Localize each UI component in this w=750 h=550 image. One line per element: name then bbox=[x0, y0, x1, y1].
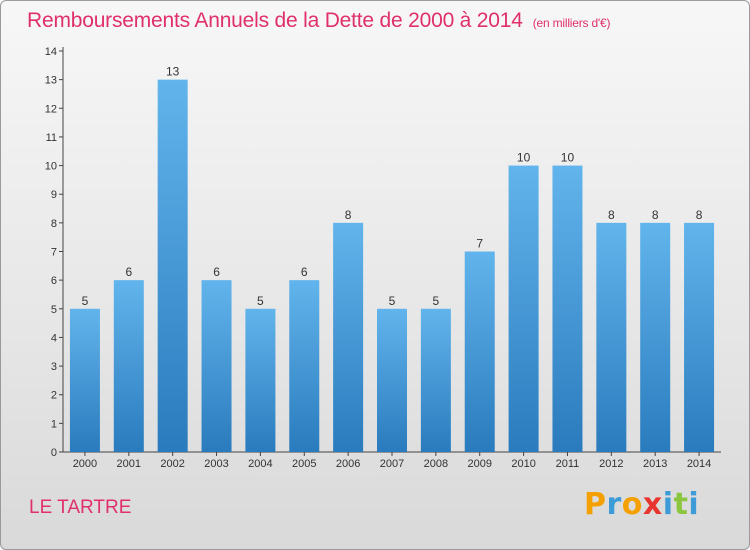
bar-value-label: 6 bbox=[125, 265, 132, 279]
bar bbox=[596, 222, 627, 452]
y-tick-label: 9 bbox=[51, 189, 57, 201]
x-tick-label: 2014 bbox=[687, 458, 711, 470]
bar bbox=[157, 79, 188, 453]
y-tick-label: 8 bbox=[51, 218, 57, 230]
bar-value-label: 5 bbox=[433, 294, 440, 308]
bar bbox=[464, 251, 495, 452]
bar-value-label: 8 bbox=[652, 208, 659, 222]
y-tick-label: 11 bbox=[46, 132, 57, 144]
y-tick-label: 5 bbox=[51, 304, 57, 316]
y-tick-label: 7 bbox=[51, 247, 57, 259]
chart-title: Remboursements Annuels de la Dette de 20… bbox=[27, 9, 610, 33]
y-tick-label: 14 bbox=[45, 46, 57, 58]
x-tick-label: 2005 bbox=[292, 458, 316, 470]
x-tick-label: 2003 bbox=[204, 458, 228, 470]
x-tick-label: 2011 bbox=[556, 458, 580, 470]
proxiti-logo: Proxiti bbox=[584, 487, 700, 522]
bar bbox=[420, 308, 451, 452]
y-tick-label: 13 bbox=[45, 75, 57, 87]
y-tick-label: 0 bbox=[51, 447, 57, 459]
bar-value-label: 5 bbox=[257, 294, 264, 308]
x-tick-label: 2006 bbox=[336, 458, 360, 470]
bar-value-label: 5 bbox=[389, 294, 396, 308]
x-tick-label: 2013 bbox=[643, 458, 667, 470]
x-tick-label: 2002 bbox=[160, 458, 184, 470]
bar bbox=[69, 308, 100, 452]
x-tick-label: 2001 bbox=[117, 458, 141, 470]
bar bbox=[640, 222, 671, 452]
bar-value-label: 10 bbox=[561, 151, 575, 165]
y-tick-label: 6 bbox=[51, 275, 57, 287]
y-tick-label: 4 bbox=[51, 332, 57, 344]
y-tick-label: 2 bbox=[51, 390, 57, 402]
x-tick-label: 2000 bbox=[73, 458, 97, 470]
commune-name: LE TARTRE bbox=[29, 497, 132, 518]
bar-value-label: 13 bbox=[166, 65, 180, 79]
y-tick-label: 3 bbox=[51, 361, 57, 373]
x-tick-label: 2010 bbox=[511, 458, 535, 470]
bar bbox=[377, 308, 407, 452]
bar bbox=[113, 280, 144, 452]
bar bbox=[245, 308, 276, 452]
bar-value-label: 7 bbox=[476, 237, 483, 251]
bar-value-label: 6 bbox=[301, 265, 308, 279]
x-tick-label: 2004 bbox=[248, 458, 272, 470]
bar bbox=[333, 222, 364, 452]
bar bbox=[508, 165, 539, 453]
bar-value-label: 8 bbox=[608, 208, 615, 222]
bar-value-label: 10 bbox=[517, 151, 531, 165]
bar-value-label: 6 bbox=[213, 265, 220, 279]
chart-title-text: Remboursements Annuels de la Dette de 20… bbox=[27, 9, 523, 32]
y-tick-label: 12 bbox=[45, 103, 57, 115]
chart-unit: (en milliers d'€) bbox=[532, 16, 611, 30]
bar bbox=[684, 222, 715, 452]
bar-value-label: 5 bbox=[82, 294, 89, 308]
bar bbox=[289, 280, 320, 452]
x-tick-label: 2007 bbox=[380, 458, 404, 470]
bar bbox=[201, 280, 232, 452]
x-tick-label: 2012 bbox=[599, 458, 623, 470]
x-tick-label: 2008 bbox=[424, 458, 448, 470]
y-tick-label: 1 bbox=[51, 418, 57, 430]
x-tick-label: 2009 bbox=[467, 458, 491, 470]
bar-value-label: 8 bbox=[696, 208, 703, 222]
bar bbox=[552, 165, 583, 453]
y-tick-label: 10 bbox=[45, 161, 57, 173]
bar-value-label: 8 bbox=[345, 208, 352, 222]
